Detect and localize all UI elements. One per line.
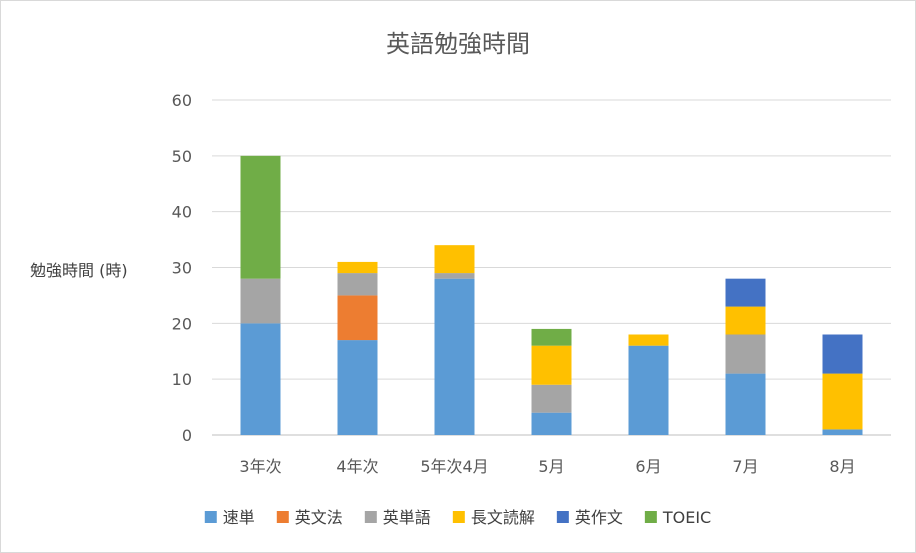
y-tick-label: 40 <box>172 203 192 222</box>
bars <box>240 155 863 435</box>
legend-label: 英文法 <box>295 508 343 527</box>
bar-segment <box>725 278 766 307</box>
bar-segment <box>434 245 475 274</box>
y-tick-label: 30 <box>172 259 192 278</box>
legend-label: 英作文 <box>575 508 623 527</box>
bar-segment <box>337 273 378 296</box>
y-axis-label: 勉強時間 (時) <box>30 261 128 280</box>
legend-swatch <box>556 511 569 523</box>
bar-segment <box>337 295 378 341</box>
y-tick-label: 20 <box>172 314 192 333</box>
y-tick-label: 60 <box>172 91 192 110</box>
bar-segment <box>822 334 863 374</box>
bar-segment <box>531 384 572 413</box>
chart-title: 英語勉強時間 <box>386 30 530 58</box>
bar-segment <box>725 373 766 435</box>
bar-segment <box>240 155 281 279</box>
y-tick-label: 50 <box>172 147 192 166</box>
bar-segment <box>531 328 572 346</box>
legend: 速単 英文法 英単語 長文読解 英作文 TOEIC <box>204 508 711 527</box>
y-tick-label: 0 <box>182 426 192 445</box>
bar-segment <box>434 273 475 279</box>
x-tick-label: 7月 <box>732 457 758 476</box>
legend-swatch <box>452 511 465 523</box>
legend-item: 英文法 <box>276 508 343 527</box>
legend-item: 英作文 <box>556 508 623 527</box>
legend-swatch <box>204 511 217 523</box>
bar-segment <box>531 345 572 385</box>
legend-item: 長文読解 <box>452 508 535 527</box>
x-tick-label: 8月 <box>829 457 855 476</box>
legend-label: 長文読解 <box>471 508 535 527</box>
bar-segment <box>337 261 378 274</box>
bar-segment <box>434 278 475 435</box>
bar-segment <box>822 429 863 435</box>
bar-segment <box>628 334 669 346</box>
y-tick-label: 10 <box>172 370 192 389</box>
legend-label: 速単 <box>223 508 255 527</box>
legend-item: TOEIC <box>644 508 711 527</box>
legend-label: TOEIC <box>662 508 711 527</box>
gridlines <box>212 99 891 436</box>
x-tick-label: 6月 <box>635 457 661 476</box>
bar-segment <box>725 334 766 374</box>
legend-item: 英単語 <box>364 508 431 527</box>
bar-segment <box>822 373 863 430</box>
bar-segment <box>240 278 281 324</box>
x-axis-ticks: 3年次 4年次 5年次4月 5月 6月 7月 8月 <box>239 457 855 476</box>
y-axis-ticks: 0 10 20 30 40 50 60 <box>172 91 192 445</box>
bar-segment <box>337 340 378 435</box>
legend-label: 英単語 <box>383 508 431 527</box>
legend-swatch <box>364 511 377 523</box>
x-tick-label: 4年次 <box>336 457 378 476</box>
x-tick-label: 5年次4月 <box>420 457 488 476</box>
legend-swatch <box>644 511 657 523</box>
bar-segment <box>240 323 281 435</box>
bar-segment <box>628 345 669 435</box>
bar-segment <box>725 306 766 335</box>
legend-swatch <box>276 511 289 523</box>
bar-segment <box>531 412 572 435</box>
x-tick-label: 5月 <box>538 457 564 476</box>
x-tick-label: 3年次 <box>239 457 281 476</box>
legend-item: 速単 <box>204 508 255 527</box>
